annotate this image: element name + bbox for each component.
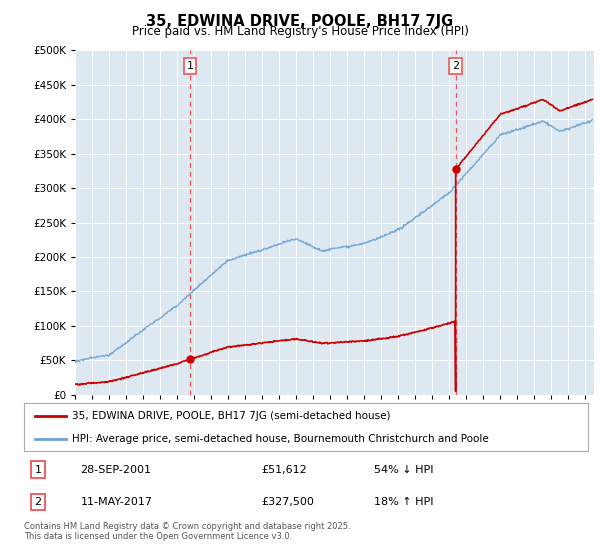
- Text: £51,612: £51,612: [261, 465, 307, 475]
- Text: 1: 1: [187, 60, 193, 71]
- Text: £327,500: £327,500: [261, 497, 314, 507]
- Text: 35, EDWINA DRIVE, POOLE, BH17 7JG: 35, EDWINA DRIVE, POOLE, BH17 7JG: [146, 14, 454, 29]
- Text: 2: 2: [35, 497, 41, 507]
- Text: Price paid vs. HM Land Registry's House Price Index (HPI): Price paid vs. HM Land Registry's House …: [131, 25, 469, 38]
- Text: Contains HM Land Registry data © Crown copyright and database right 2025.
This d: Contains HM Land Registry data © Crown c…: [24, 522, 350, 542]
- Text: 35, EDWINA DRIVE, POOLE, BH17 7JG (semi-detached house): 35, EDWINA DRIVE, POOLE, BH17 7JG (semi-…: [72, 411, 391, 421]
- Text: 2: 2: [452, 60, 459, 71]
- Text: 11-MAY-2017: 11-MAY-2017: [80, 497, 152, 507]
- Text: 28-SEP-2001: 28-SEP-2001: [80, 465, 151, 475]
- Text: HPI: Average price, semi-detached house, Bournemouth Christchurch and Poole: HPI: Average price, semi-detached house,…: [72, 434, 488, 444]
- Text: 18% ↑ HPI: 18% ↑ HPI: [374, 497, 433, 507]
- Text: 1: 1: [35, 465, 41, 475]
- Text: 54% ↓ HPI: 54% ↓ HPI: [374, 465, 433, 475]
